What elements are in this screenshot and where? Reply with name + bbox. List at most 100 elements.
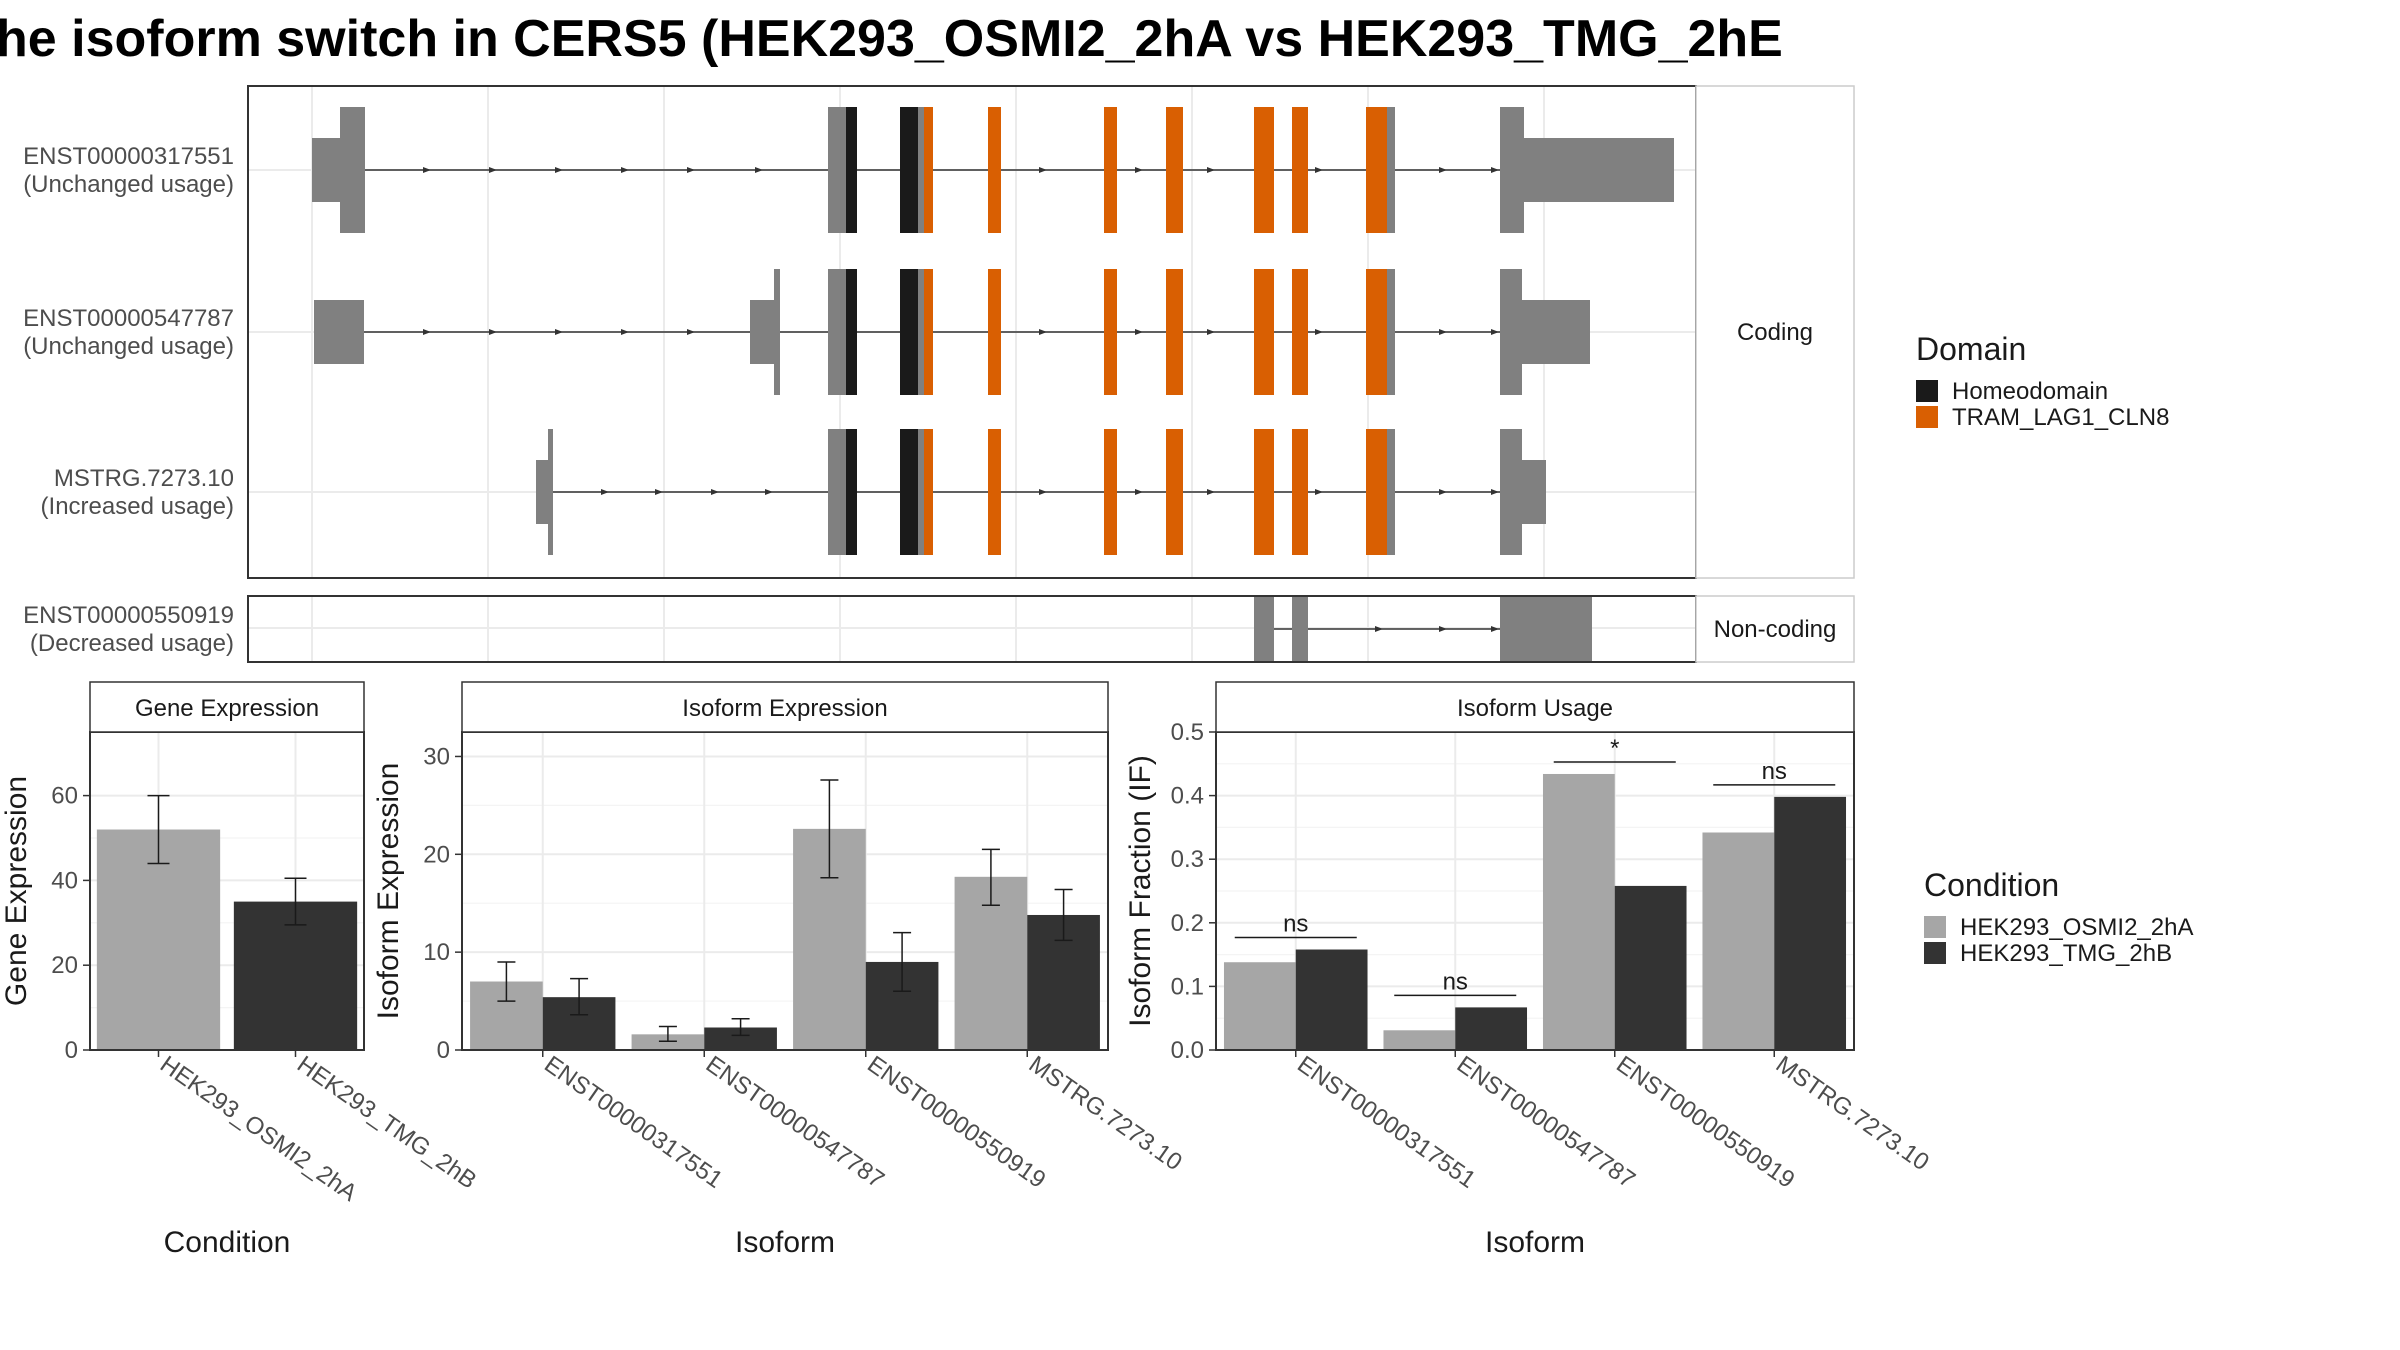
bar-panel-title: Isoform Usage [1457,695,1613,722]
tram-domain-block [988,429,1001,555]
tram-domain-block [1254,269,1274,395]
intron-arrow-icon [1439,329,1447,335]
homeodomain-block [846,107,857,233]
utr-block [1524,138,1674,202]
exon-block [918,107,928,233]
domain-legend-swatch [1916,380,1938,402]
tram-domain-block [924,107,933,233]
exon-block [774,269,780,395]
tram-domain-block [1166,429,1183,555]
intron-arrow-icon [1315,489,1323,495]
intron-arrow-icon [1207,329,1215,335]
figure-title: he isoform switch in CERS5 (HEK293_OSMI2… [0,10,1783,68]
intron-arrow-icon [765,489,773,495]
x-tick-label: MSTRG.7273.10 [1024,1051,1187,1176]
condition-legend-title: Condition [1924,867,2059,903]
tram-domain-block [1166,269,1183,395]
x-tick-label: ENST00000317551 [539,1051,727,1194]
exon-block [314,300,364,364]
exon-block [1500,429,1522,555]
intron-arrow-icon [489,329,497,335]
domain-legend-title: Domain [1916,331,2026,367]
intron-arrow-icon [1491,489,1499,495]
significance-label: ns [1762,758,1787,785]
transcript-id-label: ENST00000317551 [23,143,234,170]
y-axis-label: Isoform Fraction (IF) [1124,755,1157,1027]
intron-arrow-icon [1439,489,1447,495]
transcript-usage-label: (Unchanged usage) [23,171,234,198]
exon-block [340,107,365,233]
intron-arrow-icon [621,329,629,335]
bar [631,1034,705,1050]
tram-domain-block [988,107,1001,233]
domain-legend-label: Homeodomain [1952,378,2108,405]
exon-block [1387,107,1395,233]
exon-block [828,269,846,395]
tram-domain-block [1292,269,1308,395]
exon-block [918,269,928,395]
condition-legend-label: HEK293_TMG_2hB [1960,940,2172,967]
condition-legend-swatch [1924,942,1946,964]
intron-arrow-icon [1315,329,1323,335]
homeodomain-block [846,269,857,395]
transcript-usage-label: (Decreased usage) [30,630,234,657]
intron-arrow-icon [1491,167,1499,173]
intron-arrow-icon [423,167,431,173]
bar [1223,962,1296,1050]
intron-arrow-icon [655,489,663,495]
y-tick-label: 0 [437,1037,450,1064]
domain-legend-label: TRAM_LAG1_CLN8 [1952,404,2169,431]
bar [233,901,358,1050]
utr-block [1522,460,1546,524]
tram-domain-block [1366,107,1387,233]
bar [1702,832,1775,1050]
tram-domain-block [988,269,1001,395]
homeodomain-block [900,429,918,555]
tram-domain-block [1104,269,1117,395]
transcript-id-label: MSTRG.7273.10 [54,465,234,492]
intron-arrow-icon [1207,167,1215,173]
exon-block [1387,429,1395,555]
intron-arrow-icon [1375,626,1383,632]
bar-panel-strip [1215,681,1855,733]
facet-strip-label: Coding [1737,319,1813,346]
domain-legend-swatch [1916,406,1938,428]
tram-domain-block [1166,107,1183,233]
bar-panel-strip [89,681,365,733]
transcript-id-label: ENST00000550919 [23,602,234,629]
exon-block [828,429,846,555]
bar [1614,885,1687,1050]
bar-panel-title: Isoform Expression [682,695,887,722]
exon-block [918,429,928,555]
exon-block [1387,269,1395,395]
homeodomain-block [900,107,918,233]
intron-arrow-icon [555,167,563,173]
y-tick-label: 0 [65,1037,78,1064]
condition-legend-label: HEK293_OSMI2_2hA [1960,914,2193,941]
facet-strip-label: Non-coding [1714,616,1837,643]
tram-domain-block [1366,269,1387,395]
bar [1774,796,1847,1050]
exon-block [1292,597,1308,661]
y-tick-label: 0.1 [1171,973,1204,1000]
x-axis-label: Condition [164,1226,291,1259]
x-tick-label: ENST00000547787 [701,1051,889,1194]
intron-arrow-icon [755,167,763,173]
intron-arrow-icon [1135,329,1143,335]
intron-arrow-icon [1439,167,1447,173]
exon-block [548,429,553,555]
intron-arrow-icon [423,329,431,335]
bar-panel-title: Gene Expression [135,695,319,722]
tram-domain-block [1292,429,1308,555]
intron-arrow-icon [687,167,695,173]
homeodomain-block [900,269,918,395]
x-axis-label: Isoform [1485,1226,1585,1259]
exon-block [828,107,846,233]
tram-domain-block [1292,107,1308,233]
intron-arrow-icon [1039,167,1047,173]
y-axis-label: Isoform Expression [372,763,405,1020]
intron-arrow-icon [555,329,563,335]
intron-arrow-icon [601,489,609,495]
